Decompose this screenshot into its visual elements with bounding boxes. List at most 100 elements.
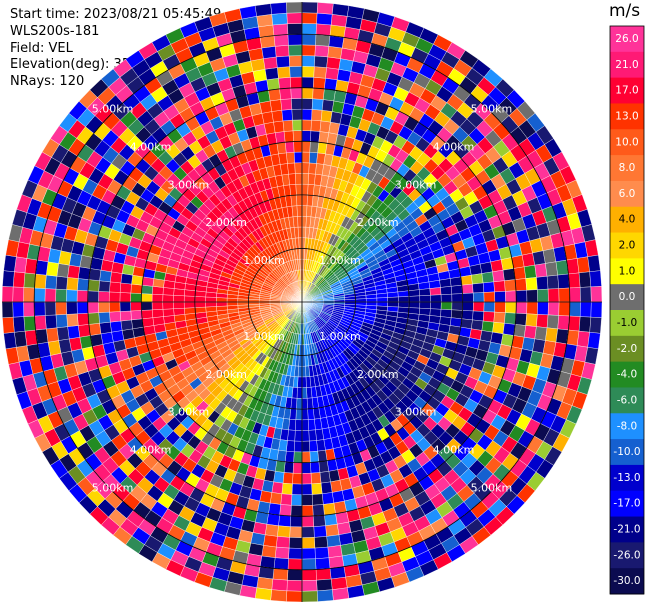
velocity-gate bbox=[301, 462, 312, 474]
velocity-gate bbox=[285, 141, 295, 154]
range-ring-label: 2.00km bbox=[357, 216, 399, 229]
velocity-gate bbox=[312, 504, 325, 517]
velocity-gate bbox=[307, 419, 316, 431]
velocity-gate bbox=[110, 320, 123, 333]
velocity-gate bbox=[286, 12, 303, 24]
velocity-gate bbox=[301, 76, 314, 89]
velocity-gate bbox=[301, 473, 312, 485]
range-ring-label: 3.00km bbox=[395, 178, 437, 191]
velocity-gate bbox=[287, 162, 296, 175]
velocity-gate bbox=[310, 472, 322, 485]
velocity-gate bbox=[286, 590, 303, 603]
velocity-gate bbox=[259, 100, 273, 114]
velocity-gate bbox=[290, 87, 303, 99]
velocity-gate bbox=[534, 263, 548, 278]
velocity-gate bbox=[547, 301, 560, 316]
velocity-gate bbox=[492, 321, 505, 335]
velocity-gate bbox=[473, 301, 485, 312]
velocity-gate bbox=[67, 325, 80, 340]
velocity-gate bbox=[297, 226, 303, 238]
velocity-gate bbox=[451, 301, 463, 311]
colorbar-tick-label: 17.0 bbox=[615, 85, 638, 97]
velocity-gate bbox=[301, 12, 318, 24]
range-ring-label: 5.00km bbox=[92, 103, 134, 116]
velocity-gate bbox=[173, 295, 185, 303]
velocity-gate bbox=[315, 23, 332, 36]
velocity-gate bbox=[100, 331, 114, 345]
velocity-gate bbox=[587, 254, 601, 272]
velocity-gate bbox=[46, 327, 59, 343]
velocity-gate bbox=[316, 12, 333, 26]
velocity-gate bbox=[294, 162, 303, 174]
velocity-gate bbox=[545, 327, 558, 343]
velocity-gate bbox=[537, 301, 549, 316]
velocity-gate bbox=[291, 108, 303, 121]
velocity-gate bbox=[270, 2, 288, 15]
velocity-gate bbox=[494, 291, 506, 303]
velocity-gate bbox=[266, 78, 280, 91]
velocity-gate bbox=[296, 194, 303, 206]
velocity-gate bbox=[283, 130, 294, 143]
velocity-gate bbox=[261, 545, 277, 558]
velocity-gate bbox=[462, 292, 474, 303]
velocity-gate bbox=[270, 589, 288, 602]
velocity-gate bbox=[483, 291, 496, 303]
velocity-gate bbox=[33, 301, 46, 317]
velocity-gate bbox=[502, 323, 516, 336]
range-ring-label: 1.00km bbox=[243, 254, 285, 267]
field-label: Field: VEL bbox=[10, 41, 73, 56]
velocity-gate bbox=[293, 440, 303, 453]
velocity-gate bbox=[376, 297, 388, 303]
velocity-gate bbox=[312, 87, 325, 100]
velocity-gate bbox=[580, 286, 592, 303]
velocity-gate bbox=[286, 1, 303, 14]
velocity-gate bbox=[287, 569, 303, 581]
velocity-gate bbox=[12, 271, 26, 288]
velocity-gate bbox=[376, 301, 388, 307]
velocity-gate bbox=[315, 428, 324, 441]
velocity-gate bbox=[99, 269, 112, 283]
velocity-gate bbox=[216, 301, 228, 307]
velocity-gate bbox=[162, 287, 175, 296]
velocity-gate bbox=[296, 205, 303, 217]
velocity-gate bbox=[66, 277, 79, 291]
velocity-gate bbox=[291, 205, 298, 217]
start-time-label: Start time: 2023/08/21 05:45:49 bbox=[10, 7, 222, 22]
velocity-gate bbox=[576, 330, 590, 348]
velocity-gate bbox=[301, 366, 307, 378]
colorbar-tick-label: 1.0 bbox=[619, 265, 636, 277]
velocity-gate bbox=[282, 119, 294, 132]
velocity-gate bbox=[256, 576, 274, 590]
velocity-gate bbox=[205, 306, 217, 313]
velocity-gate bbox=[98, 301, 110, 313]
velocity-gate bbox=[321, 99, 335, 112]
velocity-gate bbox=[34, 273, 47, 289]
colorbar-tick-label: 8.0 bbox=[619, 162, 636, 174]
velocity-gate bbox=[272, 568, 289, 581]
velocity-gate bbox=[430, 294, 442, 303]
velocity-gate bbox=[578, 316, 592, 333]
velocity-gate bbox=[2, 316, 15, 334]
velocity-gate bbox=[398, 296, 410, 303]
velocity-gate bbox=[119, 282, 132, 294]
velocity-gate bbox=[327, 46, 343, 59]
velocity-gate bbox=[440, 286, 452, 295]
velocity-gate bbox=[462, 301, 474, 312]
velocity-gate bbox=[301, 419, 309, 431]
velocity-gate bbox=[472, 282, 485, 294]
velocity-gate bbox=[33, 287, 46, 303]
velocity-gate bbox=[387, 301, 399, 308]
velocity-gate bbox=[46, 261, 59, 277]
velocity-gate bbox=[301, 408, 309, 421]
velocity-gate bbox=[526, 301, 538, 315]
velocity-gate bbox=[309, 152, 318, 164]
velocity-gate bbox=[281, 482, 293, 495]
velocity-gate bbox=[558, 287, 571, 303]
velocity-gate bbox=[3, 254, 17, 272]
range-ring-label: 1.00km bbox=[319, 254, 361, 267]
velocity-gate bbox=[297, 216, 303, 228]
velocity-gate bbox=[2, 270, 15, 288]
velocity-gate bbox=[263, 56, 278, 70]
velocity-gate bbox=[408, 289, 420, 297]
velocity-gate bbox=[514, 278, 527, 291]
